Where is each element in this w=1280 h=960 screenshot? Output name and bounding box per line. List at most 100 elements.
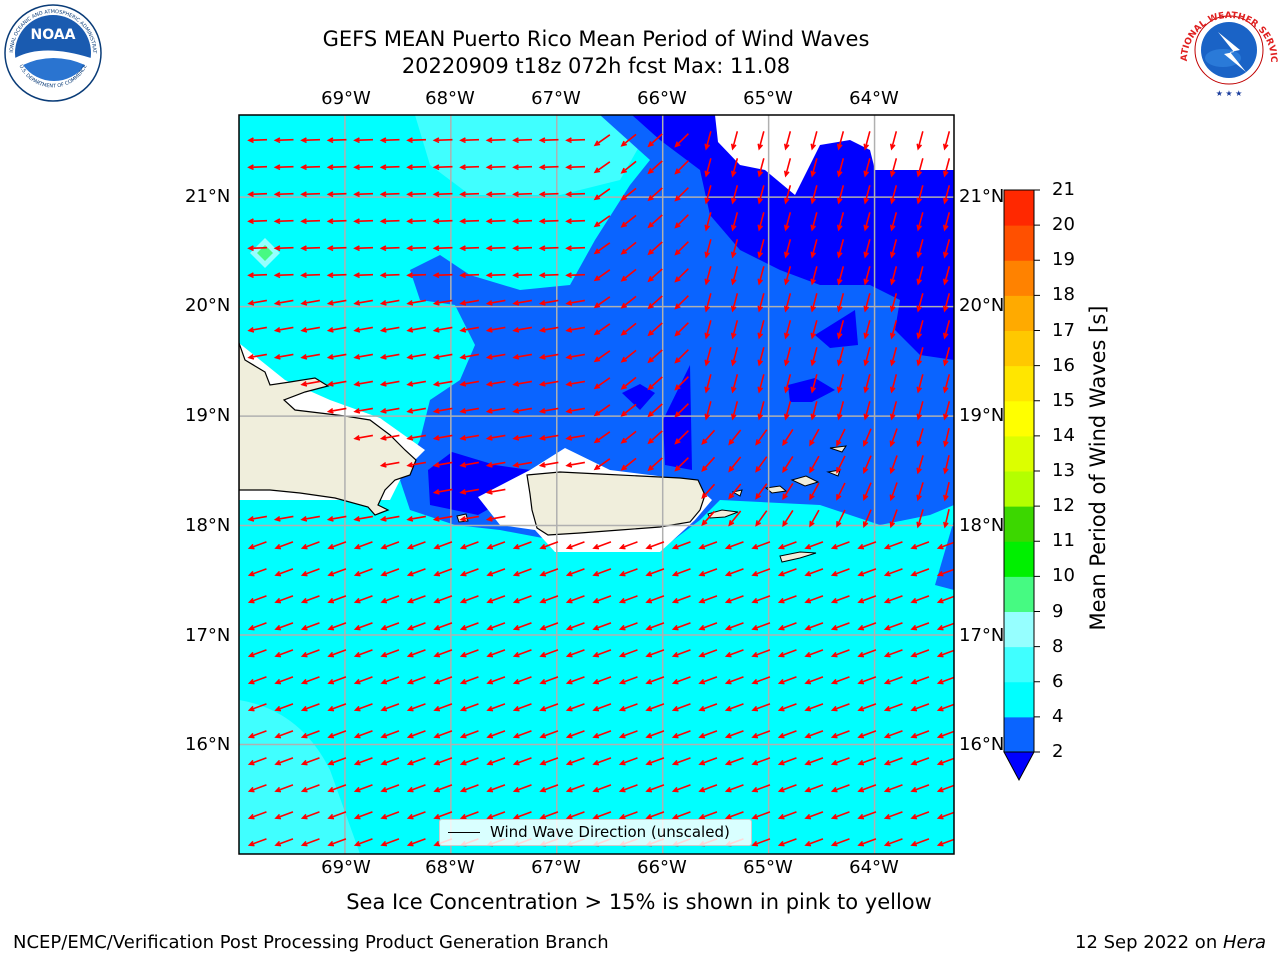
wave-arrow: [804, 784, 824, 793]
wave-arrow: [459, 164, 480, 171]
wave-arrow: [889, 347, 898, 367]
wave-arrow: [671, 622, 691, 631]
wave-arrow: [512, 568, 532, 577]
colorbar-segment: [1004, 716, 1034, 753]
wave-arrow: [645, 730, 665, 739]
wave-arrow: [836, 158, 845, 178]
wave-arrow: [910, 622, 930, 631]
wave-arrow: [247, 191, 268, 198]
wave-arrow: [836, 185, 845, 205]
colorbar-tick-label: 13: [1052, 460, 1075, 481]
wave-arrow: [406, 595, 426, 604]
wave-arrow: [942, 293, 951, 313]
wave-arrow: [671, 541, 691, 550]
wave-arrow: [724, 568, 744, 577]
colorbar-tick-label: 21: [1052, 179, 1075, 200]
wave-arrow: [512, 461, 533, 468]
wave-arrow: [751, 784, 771, 793]
wave-arrow: [326, 164, 347, 171]
wave-arrow: [910, 595, 930, 604]
period-region-under-2-patch: [815, 310, 858, 348]
wave-arrow: [671, 649, 691, 658]
wave-arrow: [565, 676, 585, 685]
wave-arrow: [565, 218, 586, 225]
wave-arrow: [620, 457, 637, 471]
colorbar-segment: [1004, 471, 1034, 507]
wave-arrow: [326, 299, 347, 306]
wave-arrow: [300, 191, 321, 198]
wave-arrow: [804, 649, 824, 658]
wave-arrow: [674, 295, 689, 310]
colorbar-segment: [1004, 260, 1034, 296]
wave-arrow: [757, 158, 765, 178]
wave-arrow: [936, 622, 954, 631]
wave-arrow: [247, 703, 267, 712]
wave-arrow: [459, 380, 480, 387]
wave-arrow: [247, 353, 268, 360]
wave-arrow: [724, 811, 744, 820]
wave-arrow: [936, 757, 954, 766]
lon-label-bottom: 69°W: [321, 857, 371, 878]
wave-arrow: [698, 622, 718, 631]
wave-arrow: [783, 131, 792, 151]
lon-label-bottom: 67°W: [531, 857, 581, 878]
wave-arrow: [406, 622, 426, 631]
wave-arrow: [538, 164, 559, 171]
wave-arrow: [942, 131, 951, 151]
wave-arrow: [698, 649, 718, 658]
wave-arrow: [459, 622, 479, 631]
wave-arrow: [539, 811, 559, 820]
wave-arrow: [674, 403, 689, 418]
lon-label-top: 65°W: [743, 88, 793, 109]
wave-arrow: [698, 541, 718, 550]
wave-arrow: [804, 595, 824, 604]
wave-arrow: [730, 185, 739, 205]
wave-arrow: [942, 185, 951, 205]
wave-arrow: [910, 811, 930, 820]
wave-arrow: [538, 218, 559, 225]
colorbar-segment: [1004, 295, 1034, 331]
wave-arrow: [777, 541, 797, 550]
period-region-2-4-east: [935, 520, 954, 590]
lat-label-left: 16°N: [185, 734, 231, 755]
wave-arrow: [565, 326, 586, 333]
wave-arrow: [620, 322, 637, 336]
wave-arrow: [916, 158, 924, 178]
wave-arrow: [406, 649, 426, 658]
period-region-under-2-ne: [632, 115, 954, 360]
wave-arrow: [353, 730, 373, 739]
wave-arrow: [942, 266, 951, 286]
colorbar-segment: [1004, 646, 1034, 683]
wave-arrow: [863, 212, 871, 232]
wave-arrow: [485, 326, 506, 333]
wave-arrow: [724, 784, 744, 793]
wave-arrow: [512, 137, 533, 144]
wave-arrow: [274, 703, 294, 712]
wave-arrow: [433, 811, 453, 820]
wave-arrow: [730, 347, 739, 367]
wave-arrow: [353, 568, 373, 577]
svg-text:★ ★ ★: ★ ★ ★: [1216, 89, 1243, 98]
wave-arrow: [943, 455, 950, 475]
wave-arrow: [777, 676, 797, 685]
wave-arrow: [671, 811, 691, 820]
wave-arrow: [512, 784, 532, 793]
wave-arrow: [433, 622, 453, 631]
wave-arrow: [730, 293, 739, 313]
wave-arrow: [889, 212, 898, 232]
wave-arrow: [512, 380, 533, 387]
wave-arrow: [593, 323, 611, 336]
wave-arrow: [618, 676, 638, 685]
wave-arrow: [512, 703, 532, 712]
wave-arrow: [704, 185, 712, 205]
chart-title: GEFS MEAN Puerto Rico Mean Period of Win…: [322, 27, 870, 51]
wave-arrow: [592, 676, 612, 685]
wave-arrow: [730, 239, 739, 259]
wave-arrow: [459, 461, 480, 468]
wave-arrow: [565, 299, 586, 306]
lat-label-right: 19°N: [959, 405, 1005, 426]
wave-arrow: [804, 622, 824, 631]
wave-arrow: [618, 541, 638, 550]
wave-arrow: [757, 239, 765, 259]
colorbar-tick-label: 17: [1052, 319, 1075, 341]
